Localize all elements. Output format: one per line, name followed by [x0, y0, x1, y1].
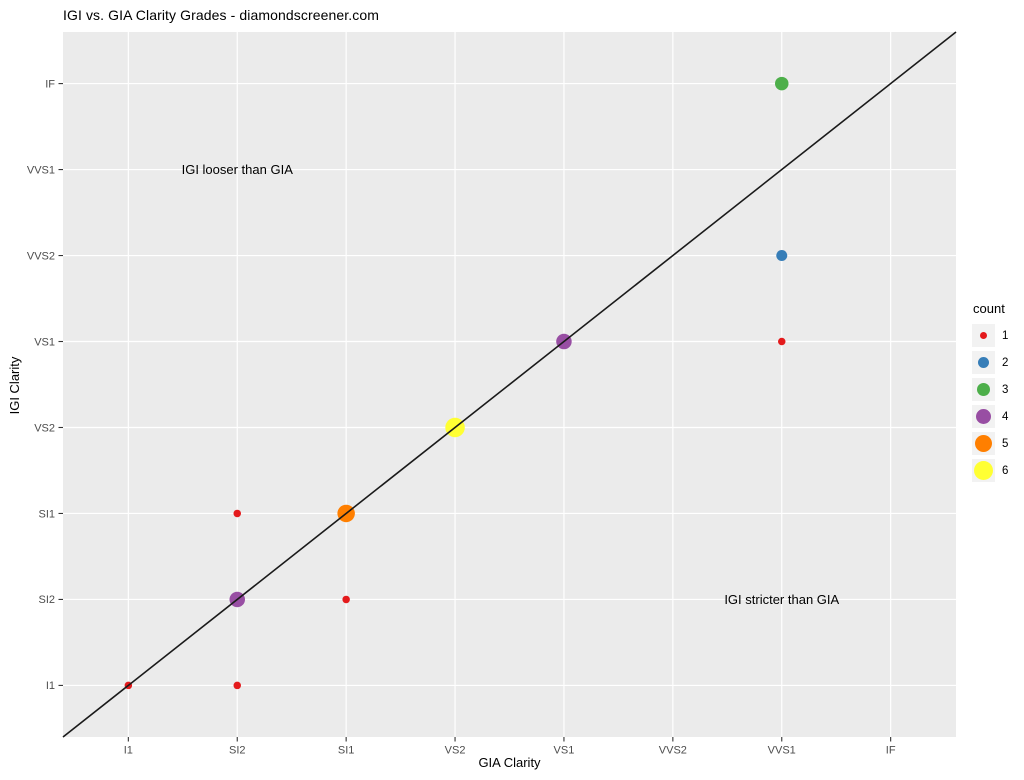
legend-count: count 1 2 3 4 5 6 — [972, 301, 1008, 486]
legend-label-4: 4 — [1002, 410, 1009, 423]
legend-key-3 — [972, 378, 995, 401]
point-gia-VVS1-igi-IF — [775, 76, 789, 91]
y-axis-title: IGI Clarity — [7, 356, 22, 415]
point-gia-VVS1-igi-VS1 — [778, 337, 786, 346]
legend-label-5: 5 — [1002, 437, 1009, 450]
x-tick-label-VS1: VS1 — [554, 745, 575, 757]
legend-swatch-icon — [974, 434, 993, 453]
y-tick-label-I1: I1 — [46, 680, 55, 692]
legend-key-1 — [972, 324, 995, 347]
legend-item-2: 2 — [972, 351, 1008, 374]
y-tick-label-SI2: SI2 — [38, 594, 55, 606]
legend-items: 1 2 3 4 5 6 — [972, 324, 1008, 482]
legend-swatch-icon — [979, 331, 988, 340]
point-gia-SI1-igi-SI2 — [342, 595, 350, 604]
x-axis-title: GIA Clarity — [478, 755, 541, 770]
legend-swatch-icon — [976, 382, 991, 397]
legend-label-1: 1 — [1002, 329, 1009, 342]
annotation-1: IGI stricter than GIA — [724, 592, 839, 607]
legend-key-4 — [972, 405, 995, 428]
legend-key-2 — [972, 351, 995, 374]
legend-label-3: 3 — [1002, 383, 1009, 396]
legend-item-5: 5 — [972, 432, 1008, 455]
legend-item-4: 4 — [972, 405, 1008, 428]
point-gia-VVS1-igi-VVS2 — [776, 250, 788, 262]
legend-key-6 — [972, 459, 995, 482]
x-tick-label-IF: IF — [886, 745, 896, 757]
x-tick-label-SI2: SI2 — [229, 745, 246, 757]
y-tick-label-SI1: SI1 — [38, 508, 55, 520]
legend-swatch-icon — [978, 357, 989, 368]
y-tick-label-VVS2: VVS2 — [27, 250, 55, 262]
y-tick-label-VS2: VS2 — [34, 422, 55, 434]
x-tick-label-VVS1: VVS1 — [768, 745, 796, 757]
point-gia-SI2-igi-I1 — [233, 681, 241, 690]
legend-swatch-icon — [975, 408, 992, 425]
y-tick-label-IF: IF — [45, 78, 55, 90]
legend-swatch-icon — [973, 460, 994, 481]
x-tick-label-I1: I1 — [124, 745, 133, 757]
legend-label-2: 2 — [1002, 356, 1009, 369]
y-tick-label-VVS1: VVS1 — [27, 164, 55, 176]
x-tick-label-SI1: SI1 — [338, 745, 355, 757]
x-tick-label-VS2: VS2 — [445, 745, 466, 757]
legend-key-5 — [972, 432, 995, 455]
legend-item-6: 6 — [972, 459, 1008, 482]
identity-line — [62, 31, 957, 738]
y-tick-label-VS1: VS1 — [34, 336, 55, 348]
point-gia-SI2-igi-SI1 — [233, 509, 241, 518]
legend-item-3: 3 — [972, 378, 1008, 401]
legend-item-1: 1 — [972, 324, 1008, 347]
legend-label-6: 6 — [1002, 464, 1009, 477]
x-tick-label-VVS2: VVS2 — [659, 745, 687, 757]
chart-title: IGI vs. GIA Clarity Grades - diamondscre… — [63, 7, 380, 23]
legend-title: count — [973, 301, 1005, 316]
annotation-0: IGI looser than GIA — [182, 162, 294, 177]
